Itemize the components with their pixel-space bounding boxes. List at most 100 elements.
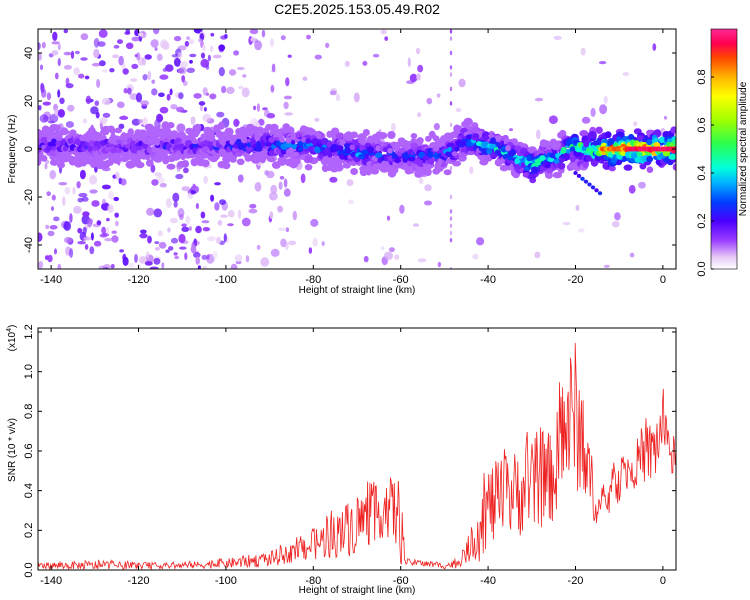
spectrogram-ridge-blob [166,143,172,149]
spectrogram-noise-blob [176,123,186,133]
spectrogram-noise-blob [57,43,61,51]
spectrogram-noise-blob [256,244,261,250]
spectrogram-noise-blob [111,230,117,234]
spectrogram-noise-blob [362,60,368,66]
spectrogram-noise-blob [85,95,91,105]
spectrogram-noise-blob [131,118,141,126]
spectrogram-noise-blob [280,35,286,41]
spectrogram-noise-blob [449,72,453,77]
spectrogram-noise-blob [181,186,191,192]
spectrogram-ridge-blob [668,153,676,160]
spectrogram-noise-blob [38,232,43,242]
spectrogram-noise-blob [65,83,74,89]
spectrogram-ridge-blob [407,156,416,162]
spectrogram-ridge-blob [608,138,615,146]
spectrogram-noise-blob [54,108,59,117]
spectrogram-noise-blob [612,221,620,228]
spectrogram-noise-blob [173,57,181,67]
spectrogram-ridge-blob [268,136,276,143]
spectrogram-noise-blob [41,88,47,99]
spectrogram-noise-blob [346,179,354,187]
snr-y-label: SNR (10 * v/v) [7,418,18,482]
spectrogram-ridge-blob [229,139,235,145]
spectrogram-noise-blob [449,266,453,269]
spectrogram-ridge-blob [174,150,183,158]
spectrogram-noise-blob [184,40,190,47]
spectrogram-ridge-blob [342,162,351,169]
spectrogram-ridge-blob [662,151,671,157]
spectrogram-noise-blob [188,38,195,45]
spectrogram-noise-blob [168,246,174,251]
spectrogram-noise-blob [325,42,330,48]
spectrogram-noise-blob [78,192,88,198]
spectrogram-noise-blob [189,53,197,58]
spectrogram-noise-blob [449,230,453,236]
spectrogram-noise-blob [158,92,165,98]
spectrogram-noise-blob [57,109,65,118]
spectrogram-ridge-blob [427,159,435,165]
spectrogram-noise-blob [87,218,93,228]
spectrogram-noise-blob [236,66,245,71]
spectrogram-noise-blob [201,254,208,260]
spectrogram-noise-blob [285,77,290,87]
spectrogram-noise-blob [202,44,206,52]
spectrogram-ridge-blob [437,158,443,165]
spectrogram-noise-blob [39,114,49,123]
spectrogram-noise-blob [195,225,202,234]
spectrogram-ridge-blob [392,144,401,152]
spectrogram-noise-blob [202,227,211,232]
spectrogram-noise-blob [469,166,474,175]
spectrogram-noise-blob [220,214,228,218]
spectrogram-ridge-blob [219,139,227,145]
spectrogram-noise-blob [193,252,201,258]
spectrogram-y-tick-label: 20 [23,95,35,107]
spectrogram-ridge-blob [109,127,116,135]
spectrogram-noise-blob [249,203,257,209]
spectrogram-noise-blob [199,104,204,112]
spectrogram-noise-blob [254,182,262,192]
spectrogram-noise-blob [534,251,541,259]
spectrogram-ridge-blob [79,135,87,142]
spectrogram-noise-blob [51,194,56,201]
spectrogram-noise-blob [321,241,325,247]
spectrogram-noise-blob [89,189,98,194]
spectrogram-noise-blob [170,237,179,244]
spectrogram-ridge-blob [110,147,118,154]
spectrogram-ridge-blob [166,122,175,129]
spectrogram-noise-blob [101,226,106,235]
spectrogram-noise-blob [63,51,72,56]
spectrogram-noise-blob [548,115,558,124]
spectrogram-ridge-blob [514,157,520,165]
spectrogram-ridge-blob [314,146,321,154]
spectrogram-ridge-blob [414,158,423,165]
spectrogram-ridge-blob [404,144,412,150]
spectrogram-noise-blob [173,200,178,208]
spectrogram-noise-blob [47,230,55,237]
spectrogram-ridge-blob [327,151,333,158]
spectrogram-noise-blob [424,200,432,206]
spectrogram-ridge-blob [120,134,129,142]
spectrogram-noise-blob [455,107,462,113]
spectrogram-noise-blob [41,41,46,49]
spectrogram-ridge-blob [279,136,285,143]
spectrogram-noise-blob [131,63,139,69]
spectrogram-ridge-blob [304,155,313,163]
spectrogram-ridge-blob [336,160,343,167]
spectrogram-noise-blob [70,50,75,60]
spectrogram-noise-blob [458,78,466,88]
spectrogram-ridge-blob [367,146,375,154]
spectrogram-noise-blob [140,100,150,106]
spectrogram-ridge-blob [590,185,596,190]
spectrogram-ridge-blob [237,143,245,150]
spectrogram-ridge-blob [207,140,213,147]
spectrogram-noise-blob [417,112,422,118]
spectrogram-noise-blob [201,52,205,59]
spectrogram-ridge-blob [332,155,341,161]
spectrogram-ridge-blob [630,152,638,159]
spectrogram-noise-blob [159,106,169,114]
spectrogram-noise-blob [184,252,188,260]
spectrogram-noise-blob [154,47,158,51]
spectrogram-ridge-blob [482,135,490,141]
spectrogram-noise-blob [415,47,421,55]
spectrogram-noise-blob [314,117,320,122]
